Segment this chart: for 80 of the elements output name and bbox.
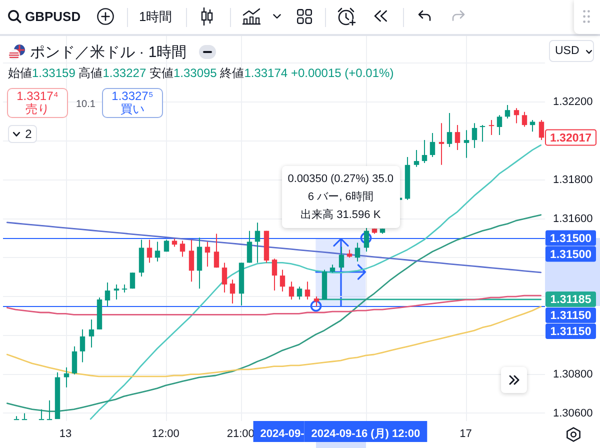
candlestick: [88, 319, 94, 348]
sell-button: 1.3317⁴ 売り: [7, 88, 68, 118]
annotation: 10.1: [76, 99, 96, 110]
text: 始値1.33159 高値1.33227 安値1.33095 終値1.33174 +0.00015 (+0.01%): [8, 66, 394, 80]
annotation: 1.3317⁴: [16, 89, 58, 103]
text: GBPUSD: [25, 9, 81, 24]
candlestick: [254, 222, 260, 264]
y-tick-label: 1.30800: [553, 368, 593, 380]
candlestick: [446, 112, 452, 148]
candlestick: [488, 120, 494, 136]
candlestick: [46, 400, 52, 420]
text: 1時間: [139, 9, 172, 24]
candlestick: [338, 246, 344, 270]
candlestick: [280, 269, 286, 292]
candlestick: [514, 108, 520, 124]
candlestick: [246, 230, 252, 264]
candlestick: [80, 328, 86, 363]
candlestick: [114, 284, 120, 300]
candlestick: [480, 124, 486, 142]
candlestick: [472, 122, 478, 148]
candlestick: [222, 262, 228, 293]
candlestick: [72, 346, 78, 375]
text: 1.31150: [550, 326, 592, 338]
x-tick-label: 12:00: [152, 428, 180, 440]
candlestick: [104, 282, 110, 307]
candlestick: [230, 279, 236, 304]
candlestick: [454, 124, 460, 150]
candlestick: [214, 233, 220, 268]
candlestick: [430, 132, 436, 158]
x-tick-label: 17: [460, 428, 472, 440]
ref-line-label: 1.31500: [550, 232, 592, 245]
annotation: 売り: [26, 102, 50, 116]
annotation: 1.3327⁵: [112, 89, 154, 103]
candlestick: [130, 272, 136, 290]
candlestick: [204, 241, 210, 268]
annotation: 出来高 31.596 K: [300, 208, 382, 224]
candlestick: [522, 111, 528, 128]
candlestick: [288, 281, 294, 300]
annotation: 買い: [120, 102, 144, 116]
y-tick-label: 1.31800: [553, 174, 593, 186]
candlestick: [188, 239, 194, 282]
buy-button: 1.3327⁵ 買い: [102, 88, 163, 118]
candlestick: [14, 416, 20, 420]
text: 1.32017: [550, 132, 592, 144]
candlestick: [364, 226, 370, 252]
candlestick: [464, 130, 470, 158]
candlestick: [38, 408, 44, 420]
candlestick: [422, 140, 428, 164]
text: ポンド／米ドル · 1時間: [30, 42, 187, 62]
candlestick: [196, 237, 202, 290]
candlestick: [272, 258, 278, 292]
candlestick: [296, 286, 302, 300]
data-label: 1.31185: [550, 294, 592, 306]
text: 2024-09-: [260, 428, 305, 440]
y-tick-label: 1.32200: [553, 96, 593, 108]
candlestick: [354, 242, 360, 262]
candlestick: [146, 239, 152, 264]
candlestick: [438, 122, 444, 166]
x-tick-label: 2024-09-16 (月) 12:00: [311, 428, 420, 440]
candlestick: [314, 296, 320, 307]
y-tick-label: 1.31600: [553, 212, 593, 225]
y-tick-label: 1.30600: [553, 407, 593, 420]
text: 1.31500: [550, 248, 592, 261]
candlestick: [154, 241, 160, 262]
candlestick: [64, 366, 70, 388]
annotation: 0.00350 (0.27%) 35.0: [288, 172, 394, 188]
info-box: 0.00350 (0.27%) 35.0 6 バー, 6時間 出来高 31.596 K: [282, 166, 400, 228]
candlestick: [414, 149, 420, 168]
candlestick: [304, 281, 310, 300]
ref-line-label: 1.31150: [550, 310, 592, 322]
currency-dropdown: USD: [549, 40, 594, 62]
collapse-button: 2: [8, 125, 37, 143]
candlestick: [22, 412, 28, 420]
candlestick: [496, 114, 502, 136]
annotation: 6 バー, 6時間: [306, 190, 374, 206]
candlestick: [180, 240, 186, 258]
annotation: 2: [25, 127, 32, 141]
x-tick-label: 13: [59, 428, 72, 440]
candlestick: [504, 104, 510, 119]
x-tick-label: 21:00: [226, 428, 254, 440]
